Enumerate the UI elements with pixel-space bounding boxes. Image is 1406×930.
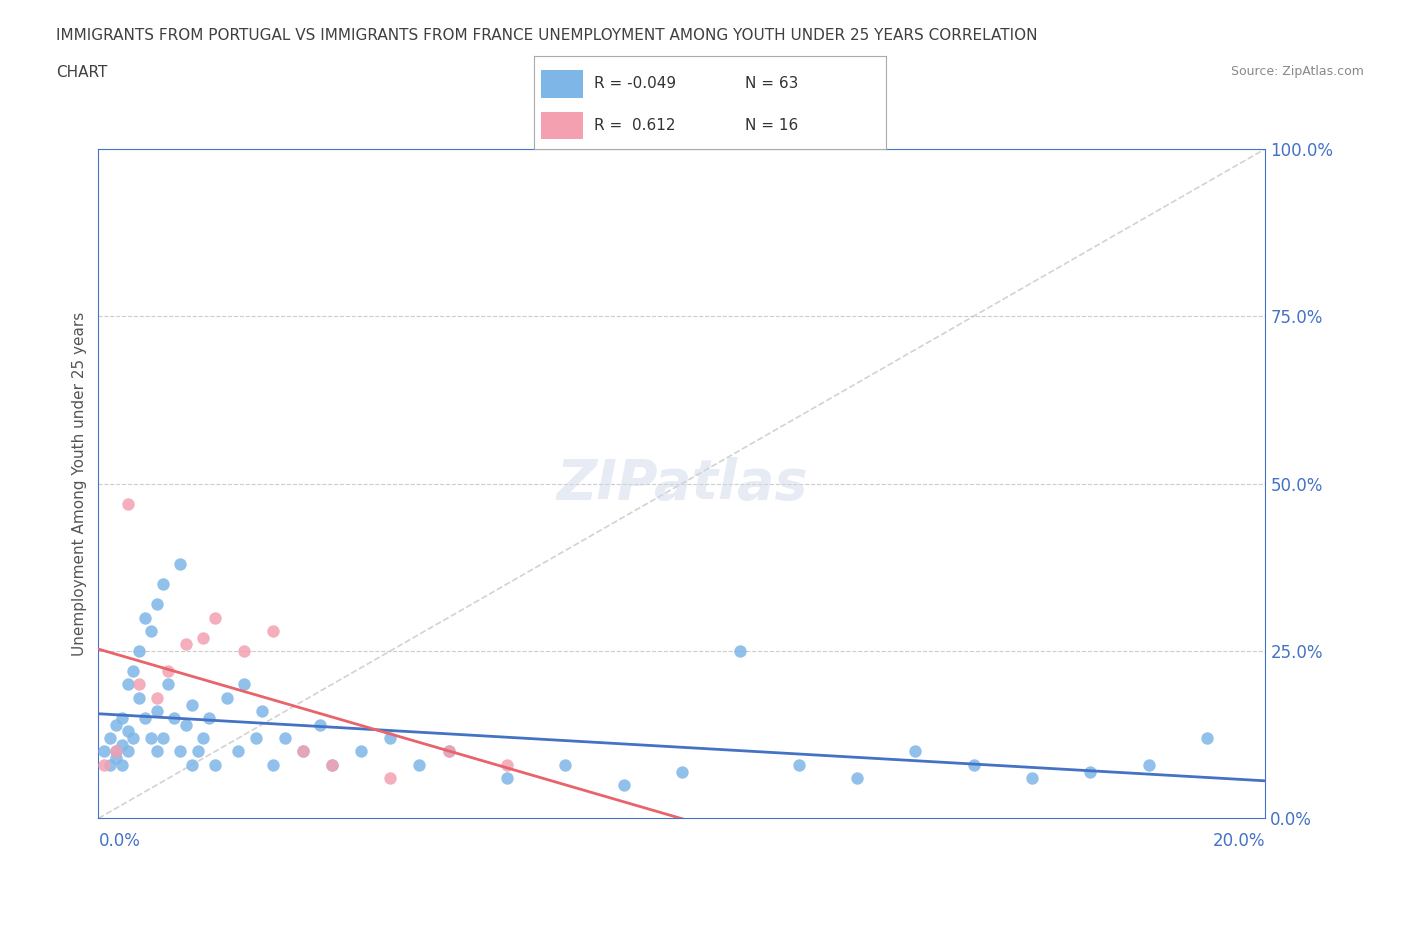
Point <box>904 744 927 759</box>
Point <box>122 731 145 746</box>
Point <box>117 744 139 759</box>
Point <box>262 623 284 638</box>
Point <box>117 677 139 692</box>
Y-axis label: Unemployment Among Youth under 25 years: Unemployment Among Youth under 25 years <box>72 312 87 656</box>
Point <box>378 731 402 746</box>
Point <box>845 771 868 786</box>
Point <box>174 637 197 652</box>
Point <box>134 610 156 625</box>
Point <box>321 757 343 772</box>
Text: 0.0%: 0.0% <box>98 832 141 850</box>
Point <box>111 757 134 772</box>
Point <box>554 757 576 772</box>
Point <box>612 777 634 792</box>
FancyBboxPatch shape <box>541 112 583 140</box>
Point <box>291 744 314 759</box>
Point <box>157 664 180 679</box>
Point <box>98 731 121 746</box>
Text: 20.0%: 20.0% <box>1213 832 1265 850</box>
Point <box>321 757 343 772</box>
Point <box>1021 771 1043 786</box>
Point <box>233 677 256 692</box>
Point <box>1080 764 1102 779</box>
Point <box>204 610 226 625</box>
Point <box>98 757 121 772</box>
Point <box>250 704 273 719</box>
Point <box>152 731 174 746</box>
Text: ZIPatlas: ZIPatlas <box>557 457 807 511</box>
Point <box>180 757 202 772</box>
Point <box>193 631 215 645</box>
Point <box>146 744 169 759</box>
Point <box>128 677 150 692</box>
Point <box>104 744 127 759</box>
Text: CHART: CHART <box>56 65 108 80</box>
Point <box>962 757 984 772</box>
Point <box>187 744 209 759</box>
Point <box>117 497 139 512</box>
Point <box>117 724 139 738</box>
Point <box>139 623 162 638</box>
Point <box>163 711 186 725</box>
Point <box>495 771 517 786</box>
Point <box>152 577 174 591</box>
Point <box>437 744 460 759</box>
Point <box>146 690 169 705</box>
Point <box>128 690 150 705</box>
Point <box>350 744 373 759</box>
Text: IMMIGRANTS FROM PORTUGAL VS IMMIGRANTS FROM FRANCE UNEMPLOYMENT AMONG YOUTH UNDE: IMMIGRANTS FROM PORTUGAL VS IMMIGRANTS F… <box>56 28 1038 43</box>
Point <box>146 597 169 612</box>
Point <box>309 717 332 732</box>
Point <box>408 757 430 772</box>
Point <box>1195 731 1218 746</box>
FancyBboxPatch shape <box>541 70 583 98</box>
Point <box>262 757 284 772</box>
Point <box>378 771 402 786</box>
Point <box>93 757 115 772</box>
Text: Source: ZipAtlas.com: Source: ZipAtlas.com <box>1230 65 1364 78</box>
Point <box>111 737 134 752</box>
Point <box>437 744 460 759</box>
Point <box>198 711 221 725</box>
Text: R =  0.612: R = 0.612 <box>593 118 675 133</box>
Point <box>169 556 191 571</box>
Point <box>787 757 810 772</box>
Point <box>215 690 238 705</box>
Point <box>1137 757 1160 772</box>
Point <box>193 731 215 746</box>
Point <box>122 664 145 679</box>
Text: N = 63: N = 63 <box>745 76 799 91</box>
Point <box>495 757 517 772</box>
Point <box>291 744 314 759</box>
Point <box>180 698 202 712</box>
Point <box>104 751 127 765</box>
Point <box>146 704 169 719</box>
Point <box>228 744 250 759</box>
Point <box>233 644 256 658</box>
Point <box>128 644 150 658</box>
Text: N = 16: N = 16 <box>745 118 799 133</box>
Point <box>174 717 197 732</box>
Point <box>728 644 751 658</box>
Text: R = -0.049: R = -0.049 <box>593 76 676 91</box>
Point <box>104 717 127 732</box>
Point <box>134 711 156 725</box>
Point <box>245 731 267 746</box>
Point <box>204 757 226 772</box>
Point <box>671 764 693 779</box>
Point <box>111 711 134 725</box>
Point <box>157 677 180 692</box>
Point <box>104 744 127 759</box>
Point <box>169 744 191 759</box>
Point <box>93 744 115 759</box>
Point <box>274 731 297 746</box>
Point <box>139 731 162 746</box>
